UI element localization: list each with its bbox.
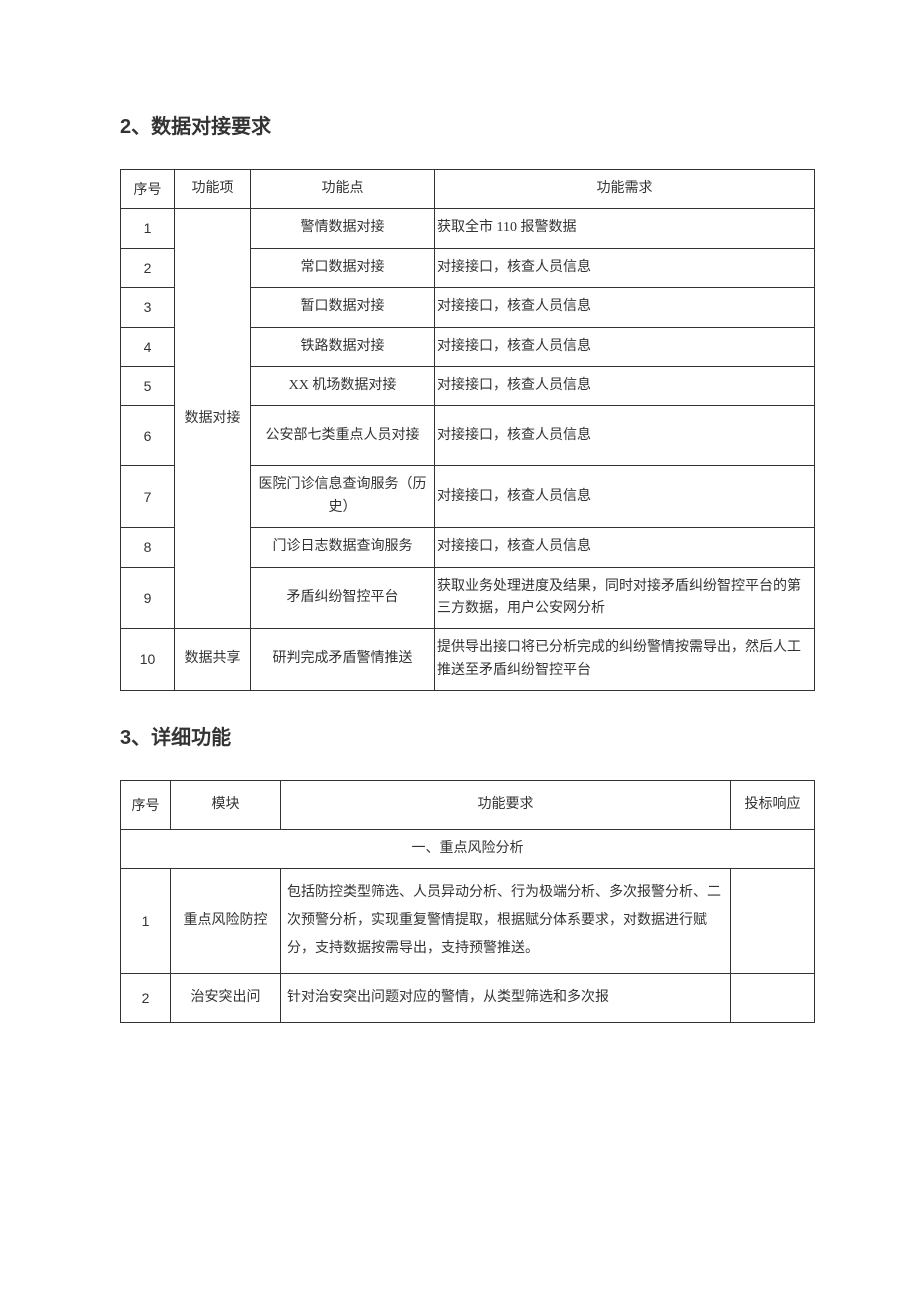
col-point: 功能点 — [251, 170, 435, 209]
cell-req: 对接接口，核查人员信息 — [435, 366, 815, 405]
cell-point: 公安部七类重点人员对接 — [251, 406, 435, 466]
cell-seq: 3 — [121, 288, 175, 327]
section-2-sep: 、 — [131, 116, 151, 138]
cell-req: 对接接口，核查人员信息 — [435, 528, 815, 567]
cell-req: 对接接口，核查人员信息 — [435, 406, 815, 466]
cell-seq: 5 — [121, 366, 175, 405]
section-2-heading: 2、数据对接要求 — [120, 110, 815, 139]
col-response: 投标响应 — [731, 781, 815, 830]
cell-resp — [731, 974, 815, 1023]
cell-module: 治安突出问 — [171, 974, 281, 1023]
cell-seq: 2 — [121, 248, 175, 287]
section-3-title: 详细功能 — [151, 727, 231, 749]
cell-point: 铁路数据对接 — [251, 327, 435, 366]
table-row: 1 重点风险防控 包括防控类型筛选、人员异动分析、行为极端分析、多次报警分析、二… — [121, 869, 815, 974]
cell-seq: 8 — [121, 528, 175, 567]
cell-category: 数据共享 — [175, 629, 251, 691]
table-section-row: 一、重点风险分析 — [121, 830, 815, 869]
table-row: 1 数据对接 警情数据对接 获取全市 110 报警数据 — [121, 209, 815, 248]
section-2-number: 2 — [120, 116, 131, 138]
data-interface-table: 序号 功能项 功能点 功能需求 1 数据对接 警情数据对接 获取全市 110 报… — [120, 169, 815, 691]
cell-seq: 9 — [121, 567, 175, 629]
table-row: 2 治安突出问 针对治安突出问题对应的警情，从类型筛选和多次报 — [121, 974, 815, 1023]
cell-point: 暂口数据对接 — [251, 288, 435, 327]
cell-req: 提供导出接口将已分析完成的纠纷警情按需导出，然后人工推送至矛盾纠纷智控平台 — [435, 629, 815, 691]
col-requirement: 功能要求 — [281, 781, 731, 830]
section-3-number: 3 — [120, 727, 131, 749]
section-3-heading: 3、详细功能 — [120, 721, 815, 750]
cell-point: 研判完成矛盾警情推送 — [251, 629, 435, 691]
section-3-sep: 、 — [131, 727, 151, 749]
cell-resp — [731, 869, 815, 974]
cell-point: 常口数据对接 — [251, 248, 435, 287]
cell-req: 针对治安突出问题对应的警情，从类型筛选和多次报 — [281, 974, 731, 1023]
cell-req: 对接接口，核查人员信息 — [435, 288, 815, 327]
cell-req: 获取全市 110 报警数据 — [435, 209, 815, 248]
cell-point: 门诊日志数据查询服务 — [251, 528, 435, 567]
cell-seq: 10 — [121, 629, 175, 691]
table-row: 10 数据共享 研判完成矛盾警情推送 提供导出接口将已分析完成的纠纷警情按需导出… — [121, 629, 815, 691]
section-2-title: 数据对接要求 — [151, 116, 271, 138]
col-seq: 序号 — [121, 170, 175, 209]
cell-seq: 6 — [121, 406, 175, 466]
cell-seq: 2 — [121, 974, 171, 1023]
cell-seq: 7 — [121, 466, 175, 528]
cell-req: 对接接口，核查人员信息 — [435, 327, 815, 366]
table-header-row: 序号 模块 功能要求 投标响应 — [121, 781, 815, 830]
cell-category: 数据对接 — [175, 209, 251, 629]
col-category: 功能项 — [175, 170, 251, 209]
cell-req: 对接接口，核查人员信息 — [435, 248, 815, 287]
cell-point: 矛盾纠纷智控平台 — [251, 567, 435, 629]
cell-point: 医院门诊信息查询服务（历史） — [251, 466, 435, 528]
col-module: 模块 — [171, 781, 281, 830]
cell-point: 警情数据对接 — [251, 209, 435, 248]
cell-module: 重点风险防控 — [171, 869, 281, 974]
table-header-row: 序号 功能项 功能点 功能需求 — [121, 170, 815, 209]
cell-req: 包括防控类型筛选、人员异动分析、行为极端分析、多次报警分析、二次预警分析，实现重… — [281, 869, 731, 974]
section-title-cell: 一、重点风险分析 — [121, 830, 815, 869]
detailed-function-table: 序号 模块 功能要求 投标响应 一、重点风险分析 1 重点风险防控 包括防控类型… — [120, 780, 815, 1023]
col-seq: 序号 — [121, 781, 171, 830]
cell-seq: 1 — [121, 869, 171, 974]
cell-seq: 1 — [121, 209, 175, 248]
cell-req: 对接接口，核查人员信息 — [435, 466, 815, 528]
cell-point: XX 机场数据对接 — [251, 366, 435, 405]
col-requirement: 功能需求 — [435, 170, 815, 209]
cell-seq: 4 — [121, 327, 175, 366]
cell-req: 获取业务处理进度及结果，同时对接矛盾纠纷智控平台的第三方数据，用户公安网分析 — [435, 567, 815, 629]
